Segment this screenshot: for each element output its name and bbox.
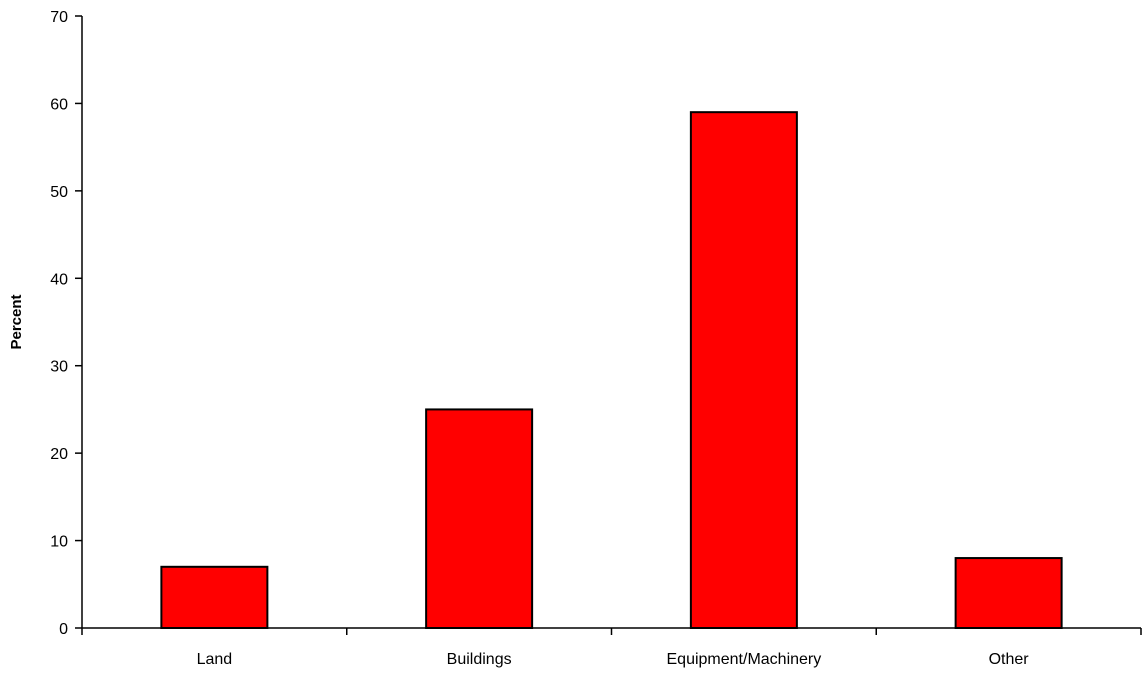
y-tick-label: 30 bbox=[50, 359, 68, 376]
y-tick-label: 70 bbox=[50, 9, 68, 26]
y-tick-label: 10 bbox=[50, 534, 68, 551]
x-tick-label: Buildings bbox=[447, 651, 512, 668]
axes-group bbox=[81, 16, 1141, 629]
bar-buildings bbox=[425, 408, 534, 629]
bar-land bbox=[160, 565, 269, 629]
y-axis-label: Percent bbox=[8, 294, 25, 349]
x-tick-label: Other bbox=[989, 651, 1030, 668]
y-ticks-group: 0 10 20 30 40 50 60 70 bbox=[50, 9, 82, 638]
bar-equipment-machinery bbox=[689, 111, 798, 629]
x-tick-label: Equipment/Machinery bbox=[667, 651, 822, 668]
y-tick-label: 20 bbox=[50, 446, 68, 463]
bars-group bbox=[160, 111, 1063, 629]
y-tick-label: 50 bbox=[50, 184, 68, 201]
x-tick-label: Land bbox=[197, 651, 233, 668]
bar-other bbox=[954, 557, 1063, 629]
y-tick-label: 40 bbox=[50, 271, 68, 288]
y-tick-label: 60 bbox=[50, 96, 68, 113]
y-tick-label: 0 bbox=[59, 621, 68, 638]
x-ticks-group: Land Buildings Equipment/Machinery Other bbox=[81, 628, 1142, 668]
